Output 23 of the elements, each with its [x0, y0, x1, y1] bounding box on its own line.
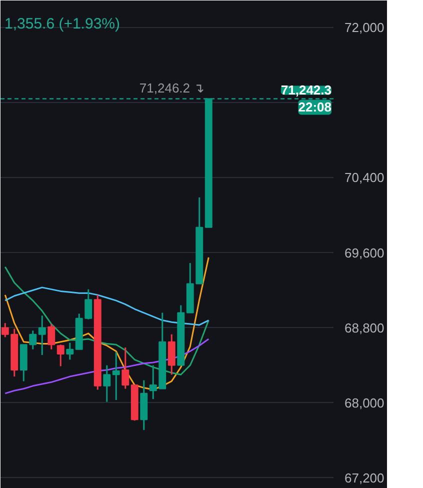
candlestick — [103, 364, 111, 403]
y-tick-label: 72,000 — [344, 20, 384, 36]
line-series — [4, 266, 210, 376]
candlestick — [168, 334, 176, 376]
y-tick-label: 68,800 — [344, 320, 384, 336]
candlestick — [48, 323, 56, 350]
candlestick — [84, 288, 92, 320]
line-series — [4, 286, 210, 326]
y-tick-label: 70,400 — [344, 170, 384, 186]
line-series — [4, 256, 210, 390]
candlestick — [122, 346, 130, 390]
line-series — [4, 338, 210, 394]
y-tick-label: 67,200 — [344, 470, 384, 486]
annotation: 22:08 — [298, 100, 332, 115]
candlestick — [38, 314, 46, 356]
ref-line-label: 71,242.3 — [280, 82, 332, 98]
y-tick-label: 69,600 — [344, 245, 384, 260]
y-tick-label: 68,000 — [344, 395, 384, 410]
candlestick — [66, 342, 74, 360]
candlestick — [112, 351, 120, 401]
annotation: 71,246.2 ↴ — [139, 80, 205, 96]
annotation: 1,355.6 (+1.93%) — [4, 16, 120, 32]
candlestick — [56, 344, 64, 367]
